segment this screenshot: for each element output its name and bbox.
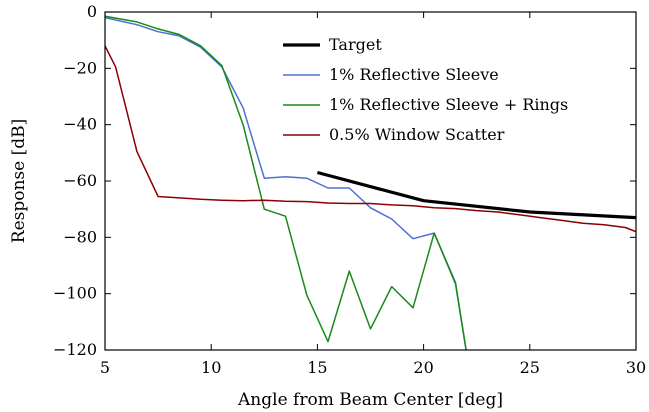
x-tick-label: 5 (100, 358, 110, 377)
y-tick-label: −40 (63, 115, 97, 134)
x-axis-label: Angle from Beam Center [deg] (237, 390, 503, 410)
ticks-layer: 5 10 15 20 25 30 0 −20 −40 −60 −80 −100 −120 (53, 2, 646, 377)
legend-label: Target (329, 35, 382, 54)
legend: Target 1% Reflective Sleeve 1% Reflective … (283, 35, 568, 144)
y-tick-label: −20 (63, 58, 97, 77)
legend-label: 1% Reflective Sleeve + Rings (329, 95, 568, 114)
series-line-3 (105, 45, 636, 233)
plot-frame (104, 11, 637, 351)
x-tick-label: 15 (307, 358, 327, 377)
y-axis-label: Response [dB] (9, 119, 29, 243)
x-tick-label: 10 (201, 358, 221, 377)
y-tick-label: −60 (63, 171, 97, 190)
y-tick-label: −80 (63, 227, 97, 246)
legend-label: 1% Reflective Sleeve (329, 65, 499, 84)
x-tick-label: 25 (520, 358, 540, 377)
x-tick-label: 30 (626, 358, 646, 377)
y-tick-label: 0 (87, 2, 97, 21)
series-line-0 (316, 170, 636, 220)
y-tick-label: −120 (53, 340, 97, 359)
series-line-1 (105, 16, 467, 350)
series-line-2 (105, 15, 467, 350)
series-layer (105, 15, 636, 350)
legend-label: 0.5% Window Scatter (329, 125, 505, 144)
y-tick-label: −100 (53, 284, 97, 303)
x-tick-label: 20 (413, 358, 433, 377)
